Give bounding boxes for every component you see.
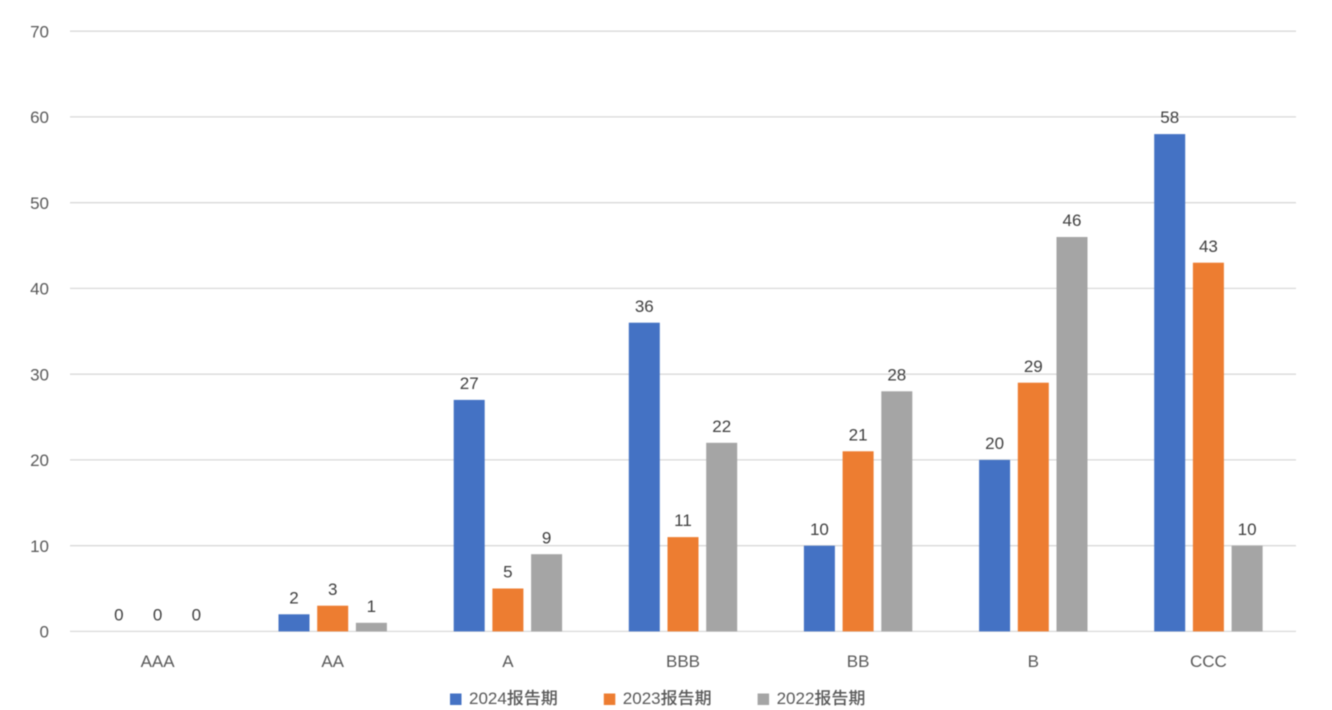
- svg-text:28: 28: [887, 365, 906, 384]
- svg-text:1: 1: [367, 597, 376, 616]
- svg-text:0: 0: [40, 623, 49, 642]
- svg-text:10: 10: [810, 520, 829, 539]
- svg-text:CCC: CCC: [1190, 652, 1227, 671]
- svg-text:11: 11: [674, 511, 692, 530]
- svg-text:0: 0: [114, 606, 123, 625]
- svg-text:27: 27: [460, 374, 479, 393]
- svg-text:40: 40: [30, 280, 49, 299]
- svg-text:29: 29: [1024, 357, 1043, 376]
- svg-text:9: 9: [542, 528, 551, 547]
- svg-text:AAA: AAA: [141, 652, 176, 671]
- svg-text:43: 43: [1199, 237, 1218, 256]
- svg-text:0: 0: [192, 606, 201, 625]
- svg-text:2022: 2022: [777, 689, 815, 708]
- svg-text:60: 60: [30, 108, 49, 127]
- svg-text:20: 20: [30, 451, 49, 470]
- svg-text:10: 10: [1238, 520, 1257, 539]
- svg-text:AA: AA: [321, 652, 344, 671]
- svg-text:10: 10: [30, 537, 49, 556]
- svg-text:B: B: [1028, 652, 1039, 671]
- svg-text:21: 21: [849, 425, 868, 444]
- svg-text:50: 50: [30, 194, 49, 213]
- svg-text:0: 0: [153, 606, 162, 625]
- svg-text:BB: BB: [847, 652, 870, 671]
- svg-text:2: 2: [289, 588, 298, 607]
- svg-text:70: 70: [30, 22, 49, 41]
- svg-text:36: 36: [635, 297, 654, 316]
- svg-text:58: 58: [1160, 108, 1179, 127]
- svg-text:22: 22: [712, 417, 731, 436]
- svg-text:BBB: BBB: [666, 652, 700, 671]
- svg-text:3: 3: [328, 580, 337, 599]
- svg-text:20: 20: [985, 434, 1004, 453]
- svg-text:A: A: [502, 652, 514, 671]
- svg-text:2024: 2024: [469, 689, 507, 708]
- svg-text:46: 46: [1063, 211, 1082, 230]
- svg-text:5: 5: [503, 563, 512, 582]
- svg-text:2023: 2023: [623, 689, 661, 708]
- svg-text:30: 30: [30, 365, 49, 384]
